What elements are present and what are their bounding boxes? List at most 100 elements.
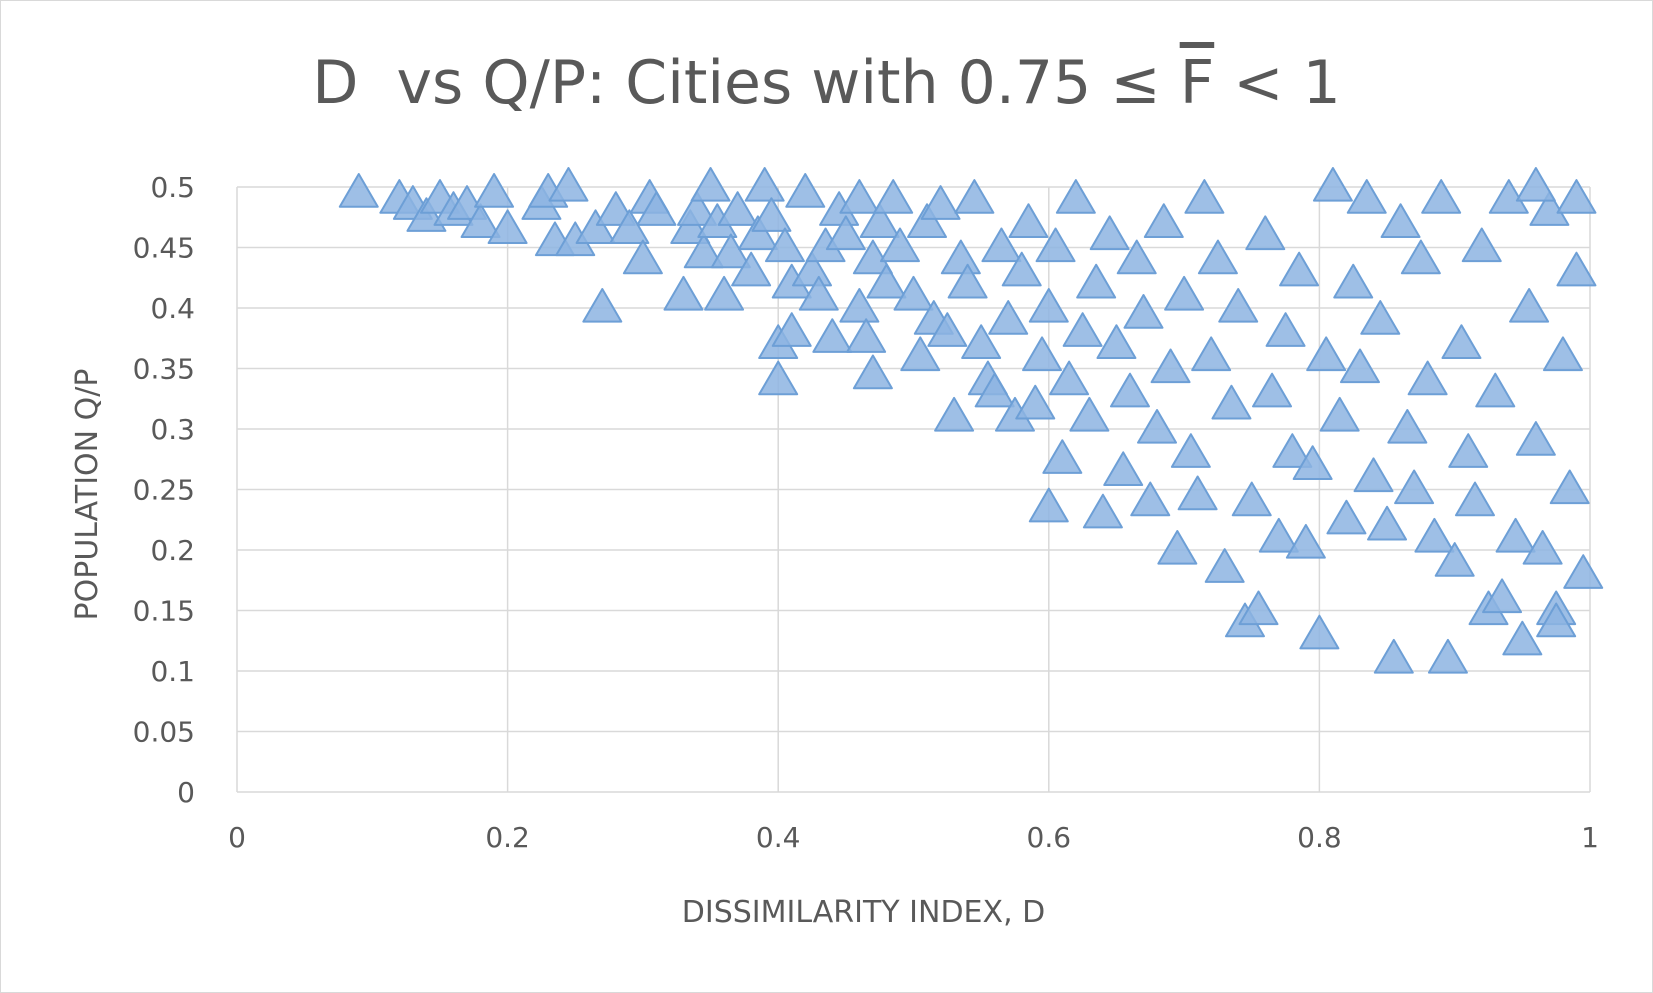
scatter-point [981,227,1022,263]
scatter-point [1495,517,1536,553]
scatter-point [1258,517,1299,553]
scatter-point [961,324,1002,359]
scatter-point [785,173,826,208]
scatter-point [954,179,995,214]
scatter-point [1177,475,1218,511]
scatter-point [1556,251,1597,287]
scatter-point [1238,590,1279,626]
scatter-point [1130,481,1171,517]
scatter-point [1326,499,1367,535]
scatter-point [1394,469,1435,505]
scatter-point [1427,638,1468,674]
y-tick-label: 0.3 [150,413,195,446]
scatter-point [1103,451,1144,487]
scatter-point [1461,227,1502,263]
scatter-point [1062,312,1103,347]
scatter-point [974,372,1015,408]
scatter-point [1380,203,1421,238]
scatter-point [893,275,934,311]
scatter-point [1008,203,1049,238]
scatter-point [683,233,724,269]
scatter-point [1306,336,1347,372]
scatter-point [1502,620,1543,656]
scatter-point [852,354,893,390]
scatter-point [1515,421,1556,456]
scatter-point [1407,360,1448,396]
scatter-point [1265,312,1306,347]
y-axis-label: POPULATION Q/P [70,369,105,621]
scatter-point [771,312,812,347]
scatter-point [622,239,663,275]
scatter-point [934,396,975,432]
scatter-point [764,227,805,263]
scatter-point [798,275,839,311]
scatter-point [866,263,907,299]
y-tick-label: 0.2 [150,534,195,567]
scatter-point [1454,481,1495,517]
y-tick-label: 0.05 [133,716,195,749]
scatter-point [677,191,718,226]
scatter-point [920,185,961,220]
chart-title: D vs Q/P: Cities with 0.75 ≤ F < 1 [0,48,1653,118]
scatter-point [1373,638,1414,674]
scatter-point [1150,348,1191,384]
scatter-point [710,233,751,269]
scatter-point [1245,215,1286,251]
scatter-point [1211,384,1252,420]
x-axis-label: DISSIMILARITY INDEX, D [682,895,1046,930]
y-axis-ticks: 0 0.05 0.1 0.15 0.2 0.25 0.3 0.35 0.4 0.45 0.5 [133,171,195,809]
scatter-point [1299,614,1340,650]
scatter-point [609,209,650,245]
scatter-point [737,215,778,251]
scatter-point [751,197,792,232]
scatter-point [1089,215,1130,251]
scatter-point [1082,493,1123,529]
scatter-point [1414,517,1455,553]
scatter-point [636,191,677,226]
chart-title-suffix: < 1 [1214,48,1341,118]
scatter-point [1556,179,1597,214]
scatter-point [1515,167,1556,202]
scatter-point [582,288,623,323]
x-tick-label: 1 [1581,821,1599,854]
scatter-point [744,167,785,202]
scatter-point [812,318,853,353]
scatter-point [1049,360,1090,396]
scatter-point [846,318,887,353]
x-axis-ticks: 0 0.2 0.4 0.6 0.8 1 [228,821,1599,854]
scatter-point [792,251,833,287]
scatter-point [1339,348,1380,384]
scatter-point [1157,530,1198,565]
scatter-point [1109,372,1150,408]
scatter-point [1218,288,1259,323]
scatter-point [1170,433,1211,468]
scatter-point [1367,505,1408,541]
x-tick-label: 0.8 [1297,821,1342,854]
scatter-point [717,191,758,226]
scatter-point [1285,523,1326,559]
scatter-point [1028,288,1069,323]
scatter-point [1055,179,1096,214]
scatter-point [1509,288,1550,323]
x-tick-label: 0.6 [1027,821,1072,854]
scatter-point [1475,372,1516,408]
scatter-point [338,173,379,208]
scatter-point [1164,275,1205,311]
scatter-point [859,203,900,238]
scatter-point [731,251,772,287]
chart-title-main: D vs Q/P: Cities with 0.75 ≤ [312,48,1180,118]
scatter-point [1231,481,1272,517]
y-tick-label: 0 [177,776,195,809]
scatter-point [460,203,501,238]
scatter-point [1191,336,1232,372]
scatter-point [1563,554,1604,589]
scatter-point [1015,384,1056,420]
scatter-point [1069,396,1110,432]
scatter-point [1197,239,1238,275]
y-tick-label: 0.15 [133,595,195,628]
scatter-point [1536,602,1577,638]
scatter-point [1522,530,1563,565]
scatter-point [1116,239,1157,275]
